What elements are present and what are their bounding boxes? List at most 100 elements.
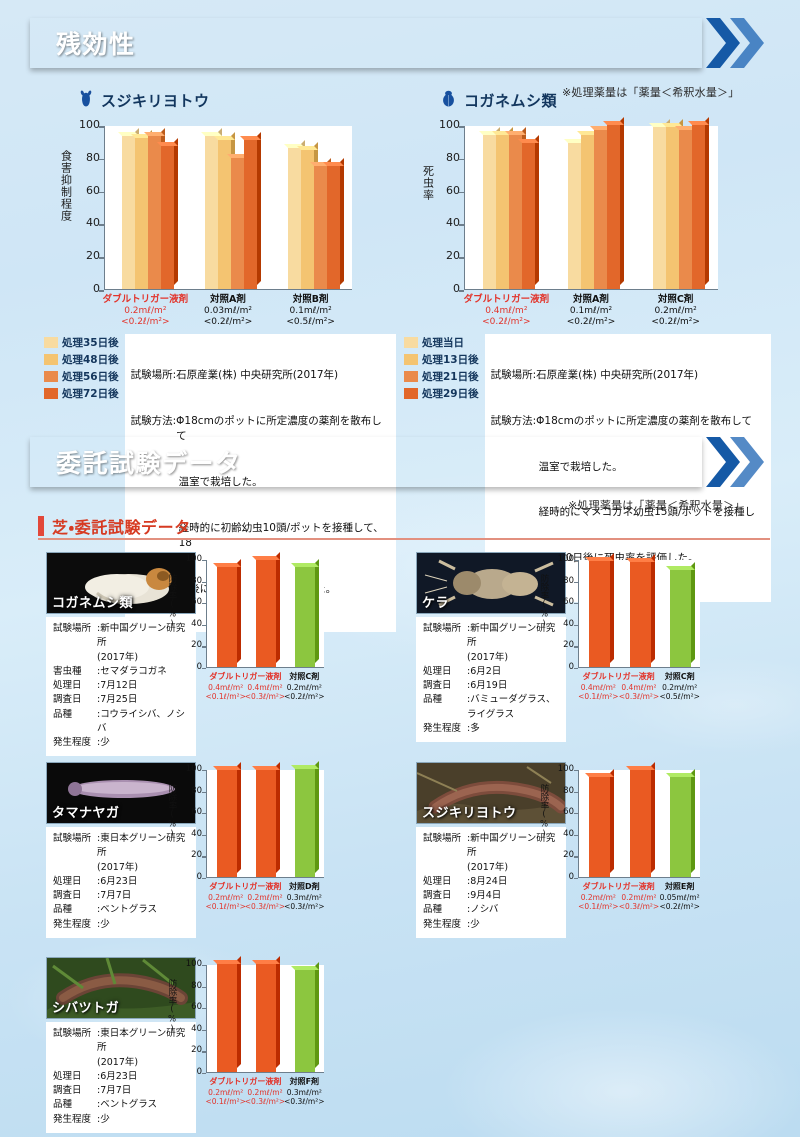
y-tick-label: 60 bbox=[446, 183, 460, 197]
info-value: :セマダラコガネ bbox=[97, 665, 167, 677]
trial-x-water: <0.3ℓ/m²> bbox=[244, 1097, 286, 1107]
info-row: 調査日:9月4日 bbox=[423, 889, 560, 903]
info-value: :多 bbox=[467, 722, 480, 734]
y-tick-mark bbox=[99, 158, 104, 161]
info-row: (2017年) bbox=[97, 651, 139, 663]
bar-face bbox=[691, 125, 705, 289]
trial-y-tick-mark bbox=[202, 986, 206, 988]
trial-x-group-name: 対照C剤 bbox=[289, 672, 320, 681]
trial-x-sublabels: 0.4mℓ/m² <0.3ℓ/m²> bbox=[609, 683, 670, 702]
trial-y-tick-mark bbox=[202, 878, 206, 880]
trial-y-tick-mark bbox=[202, 1029, 206, 1031]
method-line-2-1: 温室で栽培した。 bbox=[538, 460, 623, 473]
bar-face bbox=[161, 146, 175, 289]
info-row: 処理日:7月12日 bbox=[53, 679, 190, 693]
bar-face bbox=[256, 560, 276, 667]
legend-label: 処理13日後 bbox=[422, 354, 479, 366]
bar-対照A剤-処理48日後 bbox=[214, 131, 235, 289]
trial-x-group-name: ダブルトリガー液剤 bbox=[209, 1077, 282, 1086]
trial-y-tick-mark bbox=[202, 791, 206, 793]
trial-card: ケラ 試験場所:新中国グリーン研究所 (2017年) 処理日:6月2日 調査日:6月19… bbox=[416, 552, 566, 742]
trial-x-dose: 0.2mℓ/m² bbox=[662, 683, 698, 692]
x-label-dose: 0.1mℓ/m² bbox=[289, 305, 332, 316]
bar-face bbox=[670, 776, 692, 877]
bar-face bbox=[670, 569, 692, 667]
info-value: :新中国グリーン研究所 bbox=[97, 623, 186, 649]
trial-x-water: <0.1ℓ/m²> bbox=[578, 902, 619, 912]
trial-bar-2 bbox=[291, 761, 320, 877]
trial-x-water: <0.1ℓ/m²> bbox=[205, 1097, 246, 1107]
trial-y-axis-label: 防除率(%) bbox=[167, 574, 177, 630]
legend-label: 処理72日後 bbox=[62, 388, 119, 400]
info-row: 発生程度:少 bbox=[53, 918, 190, 932]
info-key: 調査日 bbox=[423, 680, 452, 691]
trial-y-tick: 20 bbox=[563, 850, 574, 861]
info-value: :6月2日 bbox=[467, 665, 502, 677]
info-value: :少 bbox=[97, 1113, 110, 1125]
grub-photo: コガネムシ類 bbox=[46, 552, 196, 614]
bar-top bbox=[505, 130, 527, 135]
trial-y-tick: 40 bbox=[191, 618, 202, 629]
trial-y-tick: 20 bbox=[191, 640, 202, 651]
trial-x-sublabels: 0.4mℓ/m² <0.3ℓ/m²> bbox=[235, 683, 294, 702]
bar-対照B剤-処理56日後 bbox=[309, 158, 331, 289]
dose-note-1: ※処理薬量は「薬量＜希釈水量＞」 bbox=[562, 86, 740, 99]
trial-card-info: 試験場所:東日本グリーン研究所 (2017年) 処理日:6月23日 調査日:7月7日品… bbox=[46, 827, 196, 938]
info-row: 試験場所:新中国グリーン研究所 bbox=[53, 622, 190, 651]
trial-x-dose: 0.2mℓ/m² bbox=[580, 893, 616, 902]
y-axis-label-1: 食害抑制程度 bbox=[59, 150, 73, 222]
x-label-water: <0.2ℓ/m²> bbox=[651, 317, 700, 328]
bar-top bbox=[291, 966, 320, 971]
trial-x-group: 対照F剤 bbox=[277, 1077, 332, 1087]
trial-bar-0 bbox=[584, 768, 614, 877]
bar-top bbox=[240, 135, 261, 140]
bar-top bbox=[212, 960, 241, 964]
y-tick-label: 100 bbox=[79, 118, 100, 131]
trial-y-tick-mark bbox=[574, 791, 578, 793]
trial-y-tick: 40 bbox=[191, 828, 202, 839]
bar-side bbox=[339, 158, 344, 285]
trial-y-tick: 80 bbox=[191, 980, 202, 991]
trial-card: スジキリヨトウ 試験場所:新中国グリーン研究所 (2017年) 処理日:8月24日 調査… bbox=[416, 762, 566, 938]
bar-side bbox=[609, 553, 614, 663]
info-value: :東日本グリーン研究所 bbox=[97, 833, 186, 859]
bar-face bbox=[295, 970, 316, 1072]
y-tick-label: 40 bbox=[446, 216, 460, 230]
trial-x-dose: 0.05mℓ/m² bbox=[659, 893, 700, 902]
info-value: :6月23日 bbox=[97, 875, 138, 887]
legend-item: 処理48日後 bbox=[44, 352, 119, 367]
info-row: 発生程度:少 bbox=[53, 736, 190, 750]
bar-対照A剤-処理72日後 bbox=[240, 131, 261, 289]
trial-x-dose: 0.2mℓ/m² bbox=[208, 1088, 244, 1097]
info-key: 試験場所 bbox=[423, 623, 462, 634]
trial-x-group-name: ダブルトリガー液剤 bbox=[582, 882, 655, 891]
trial-x-dose: 0.4mℓ/m² bbox=[247, 683, 283, 692]
trial-x-sublabels: 0.3mℓ/m² <0.3ℓ/m²> bbox=[275, 1088, 334, 1107]
beetle-icon bbox=[440, 90, 457, 111]
trial-y-tick-mark bbox=[202, 668, 206, 670]
trial-x-dose: 0.4mℓ/m² bbox=[208, 683, 244, 692]
trial-y-tick-mark bbox=[202, 1073, 206, 1075]
trial-y-tick-mark bbox=[202, 624, 206, 626]
x-label-name: 対照A剤 bbox=[573, 294, 609, 305]
x-label-dose: 0.2mℓ/m² bbox=[124, 305, 167, 316]
trial-y-tick-mark bbox=[574, 813, 578, 815]
legend-swatch bbox=[404, 354, 418, 365]
trial-x-group: ダブルトリガー液剤 bbox=[198, 672, 293, 682]
bar-top bbox=[584, 772, 614, 777]
info-row: 品種:コウライシバ、ノシバ bbox=[53, 708, 190, 737]
bar-top bbox=[291, 562, 320, 567]
info-value: :東日本グリーン研究所 bbox=[97, 1028, 186, 1054]
info-value: :7月7日 bbox=[97, 1085, 132, 1096]
trial-chart-plot bbox=[578, 553, 700, 668]
method-line-1-1: 温室で栽培した。 bbox=[178, 475, 263, 488]
bar-top bbox=[157, 142, 179, 147]
trial-y-tick-mark bbox=[574, 878, 578, 880]
y-tick-mark bbox=[99, 257, 104, 259]
trial-y-tick-mark bbox=[574, 770, 578, 772]
trial-bar-1 bbox=[625, 554, 655, 667]
bar-face bbox=[287, 147, 301, 289]
bar-face bbox=[496, 134, 510, 289]
trial-x-water: <0.3ℓ/m²> bbox=[244, 692, 286, 702]
bar-face bbox=[581, 134, 594, 289]
